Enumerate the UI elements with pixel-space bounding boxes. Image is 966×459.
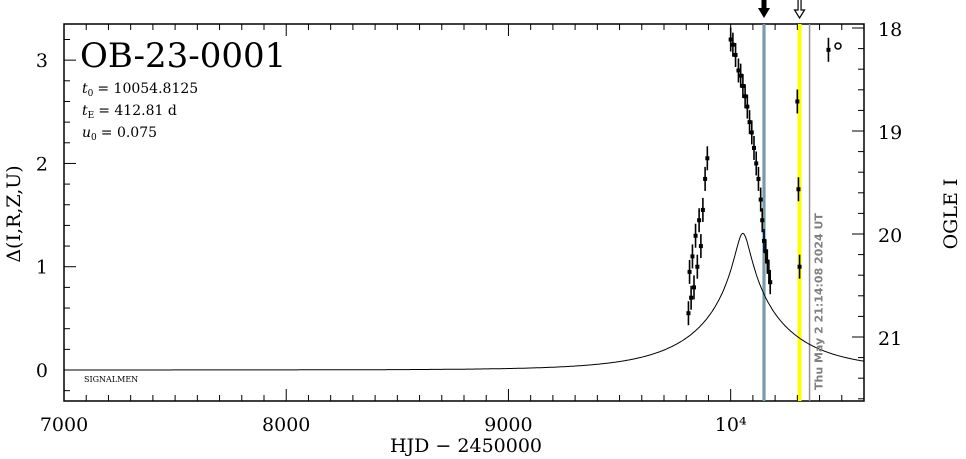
left-axis-title: Δ(I,R,Z,U) (3, 165, 25, 262)
x-tick-label: 10⁴ (715, 414, 747, 436)
data-point (763, 249, 768, 254)
chart-title: OB-23-0001 (80, 36, 286, 76)
x-tick-label: 9000 (484, 414, 532, 436)
data-point (736, 68, 741, 73)
left-tick-label: 1 (36, 257, 48, 279)
timestamp-label: Thu May 2 21:14:08 2024 UT (813, 213, 826, 390)
left-axis-ticks: 0 1 2 3 (36, 38, 76, 392)
data-point (740, 83, 745, 88)
left-tick-label: 2 (36, 153, 48, 175)
data-point (768, 280, 773, 285)
right-axis-title: OGLE I (940, 179, 962, 250)
data-point (697, 218, 702, 223)
data-point (795, 99, 800, 104)
data-point (749, 130, 754, 135)
right-tick-label: 21 (878, 328, 902, 350)
right-tick-label: 18 (878, 19, 902, 41)
data-point (747, 120, 752, 125)
data-point (745, 104, 750, 109)
signalmen-label: SIGNALMEN (84, 375, 138, 384)
data-point (754, 161, 759, 166)
data-point (689, 295, 694, 300)
data-point (752, 145, 756, 150)
x-axis-ticks: 7000 8000 9000 10⁴ (40, 24, 865, 436)
arrow-head (758, 8, 770, 18)
data-point (693, 233, 698, 238)
data-point (733, 52, 738, 57)
data-point (692, 285, 696, 290)
arrow-outline (793, 0, 806, 20)
param-tE: tE = 412.81 d (82, 103, 177, 121)
data-point (738, 73, 743, 78)
data-point (690, 254, 695, 259)
data-point (700, 207, 705, 212)
x-axis-title: HJD − 2450000 (390, 435, 542, 457)
data-point (756, 176, 761, 181)
model-curve (64, 232, 865, 371)
data-point (765, 259, 770, 264)
right-axis-ticks: 18 19 20 21 (852, 19, 902, 400)
data-point (762, 238, 766, 243)
open-down-arrow-icon (793, 0, 806, 20)
open-circle-marker (834, 42, 842, 50)
data-point (766, 269, 771, 274)
data-point (826, 47, 831, 52)
data-point (698, 244, 703, 249)
data-point (797, 264, 802, 269)
filled-down-arrow-icon (758, 0, 770, 18)
data-point (728, 37, 733, 42)
data-point (687, 269, 692, 274)
param-t0: t0 = 10054.8125 (82, 81, 198, 99)
x-tick-label: 8000 (262, 414, 310, 436)
param-u0: u0 = 0.075 (82, 125, 157, 143)
data-point (686, 311, 691, 316)
data-point (743, 94, 748, 99)
data-point (703, 176, 708, 181)
right-tick-label: 20 (878, 225, 902, 247)
arrow-shaft (761, 0, 767, 8)
data-point (730, 42, 735, 47)
data-point (705, 156, 710, 161)
data-points-layer (686, 27, 831, 326)
x-tick-label: 7000 (40, 414, 88, 436)
data-point (760, 218, 765, 223)
data-point (796, 187, 801, 192)
left-tick-label: 3 (36, 50, 48, 72)
left-tick-label: 0 (36, 360, 48, 382)
right-tick-label: 19 (878, 122, 902, 144)
data-point (695, 264, 700, 269)
data-point (758, 197, 763, 202)
